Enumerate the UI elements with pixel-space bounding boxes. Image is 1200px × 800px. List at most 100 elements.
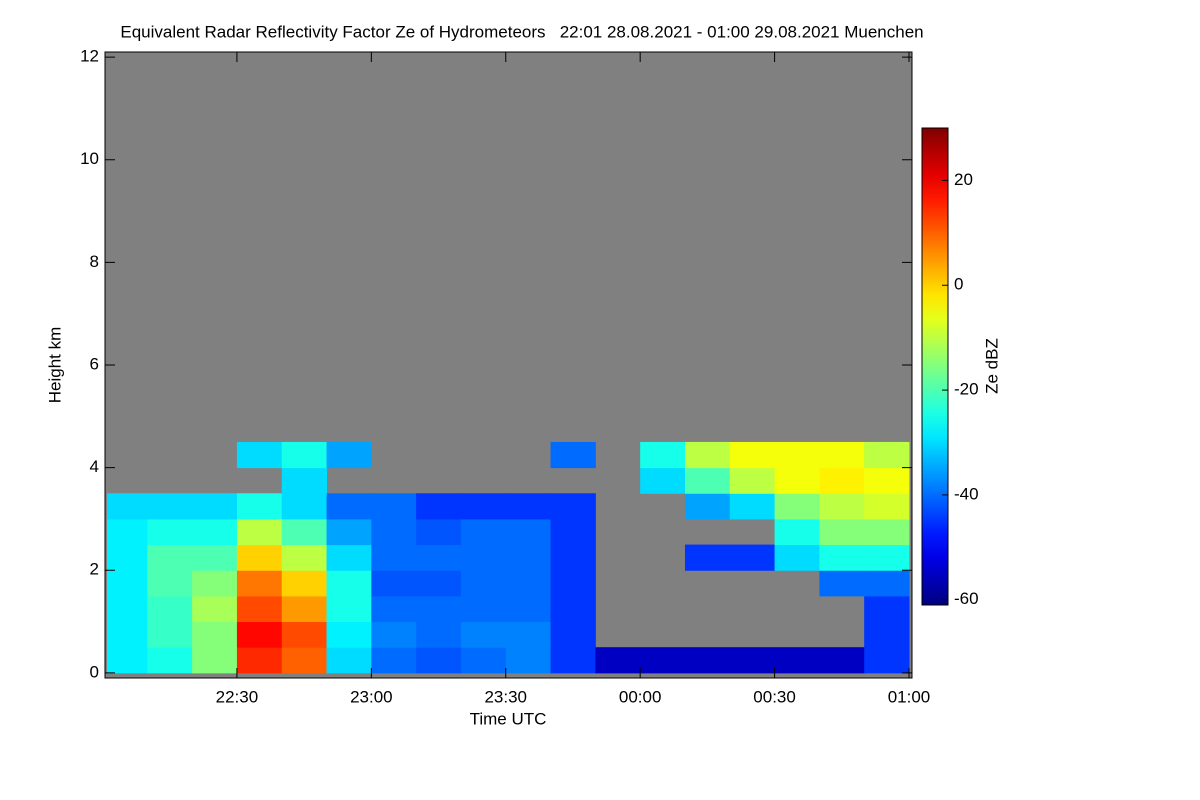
heatmap-cell <box>281 441 328 469</box>
heatmap-cell <box>505 621 552 648</box>
heatmap-cell <box>774 647 820 674</box>
heatmap-cell <box>371 544 417 571</box>
heatmap-cell <box>326 518 372 546</box>
heatmap-cell <box>684 467 731 494</box>
heatmap-cell <box>684 441 731 469</box>
heatmap-cell <box>550 647 596 674</box>
heatmap-cell <box>281 621 328 648</box>
heatmap-cell <box>236 493 283 520</box>
heatmap-cell <box>505 544 552 571</box>
heatmap-cell <box>236 595 283 623</box>
heatmap-cell <box>192 595 238 623</box>
heatmap-cell <box>236 441 283 469</box>
heatmap-cell <box>864 441 910 469</box>
heatmap-cell <box>864 544 910 571</box>
heatmap-cell <box>729 467 776 494</box>
heatmap-cell <box>192 518 238 546</box>
heatmap-cell <box>236 621 283 648</box>
heatmap-cell <box>460 570 507 597</box>
heatmap-cell <box>107 647 148 674</box>
y-tick-label: 0 <box>90 662 99 681</box>
heatmap-cell <box>864 621 910 648</box>
heatmap-cell <box>819 570 865 597</box>
heatmap-cell <box>550 518 596 546</box>
heatmap-cell <box>819 441 865 469</box>
heatmap-cell <box>147 544 193 571</box>
heatmap-cell <box>550 493 596 520</box>
heatmap-cell <box>236 544 283 571</box>
x-tick-label: 23:00 <box>350 687 393 706</box>
heatmap-cell <box>460 518 507 546</box>
heatmap-cell <box>864 647 910 674</box>
heatmap-cell <box>819 544 865 571</box>
heatmap-cell <box>371 570 417 597</box>
heatmap-cell <box>147 493 193 520</box>
heatmap-cell <box>371 647 417 674</box>
heatmap-cell <box>460 595 507 623</box>
heatmap-cell <box>236 518 283 546</box>
heatmap-cell <box>774 518 820 546</box>
heatmap-cell <box>107 493 148 520</box>
heatmap-cell <box>192 544 238 571</box>
x-tick-label: 23:30 <box>484 687 527 706</box>
heatmap-cell <box>281 493 328 520</box>
colorbar-tick-label: -40 <box>954 484 979 503</box>
x-tick-label: 01:00 <box>888 687 931 706</box>
heatmap-cell <box>416 544 462 571</box>
heatmap-cell <box>147 647 193 674</box>
heatmap-cell <box>416 518 462 546</box>
heatmap-cell <box>416 570 462 597</box>
heatmap-cell <box>819 647 865 674</box>
heatmap-cell <box>774 441 820 469</box>
colorbar <box>921 127 949 606</box>
heatmap-cell <box>460 621 507 648</box>
heatmap-cell <box>147 621 193 648</box>
heatmap-cell <box>819 467 865 494</box>
heatmap-cell <box>326 441 372 469</box>
heatmap-cell <box>326 595 372 623</box>
heatmap-cell <box>819 518 865 546</box>
colorbar-tick-label: 20 <box>954 170 973 189</box>
heatmap-cell <box>326 570 372 597</box>
y-axis-label: Height km <box>45 327 64 404</box>
heatmap-cell <box>550 595 596 623</box>
x-tick-label: 22:30 <box>216 687 259 706</box>
heatmap-cell <box>107 544 148 571</box>
heatmap-cell <box>371 595 417 623</box>
x-axis-label: Time UTC <box>470 709 547 728</box>
heatmap-cell <box>640 647 686 674</box>
heatmap-cell <box>505 493 552 520</box>
y-tick-label: 12 <box>80 47 99 66</box>
heatmap-cell <box>281 595 328 623</box>
heatmap-cell <box>192 621 238 648</box>
heatmap-cell <box>729 544 776 571</box>
heatmap-cell <box>729 441 776 469</box>
heatmap-cell <box>192 493 238 520</box>
heatmap-cell <box>107 621 148 648</box>
heatmap-cell <box>864 518 910 546</box>
heatmap-cell <box>864 570 910 597</box>
heatmap-cell <box>864 467 910 494</box>
heatmap-cell <box>107 595 148 623</box>
heatmap-cell <box>147 595 193 623</box>
heatmap-cell <box>864 595 910 623</box>
heatmap-cell <box>864 493 910 520</box>
y-tick-label: 6 <box>90 354 99 373</box>
heatmap-cell <box>281 570 328 597</box>
heatmap-cell <box>684 493 731 520</box>
y-tick-label: 10 <box>80 149 99 168</box>
heatmap-cell <box>550 621 596 648</box>
heatmap-cell <box>460 493 507 520</box>
heatmap-cell <box>236 570 283 597</box>
heatmap-cell <box>505 647 552 674</box>
heatmap-cell <box>416 493 462 520</box>
heatmap-cell <box>326 544 372 571</box>
heatmap-cell <box>595 647 641 674</box>
chart-title: Equivalent Radar Reflectivity Factor Ze … <box>120 22 923 41</box>
heatmap-cell <box>550 570 596 597</box>
heatmap-cell <box>326 621 372 648</box>
colorbar-tick-label: -20 <box>954 380 979 399</box>
heatmap-cell <box>281 518 328 546</box>
heatmap-cell <box>550 544 596 571</box>
